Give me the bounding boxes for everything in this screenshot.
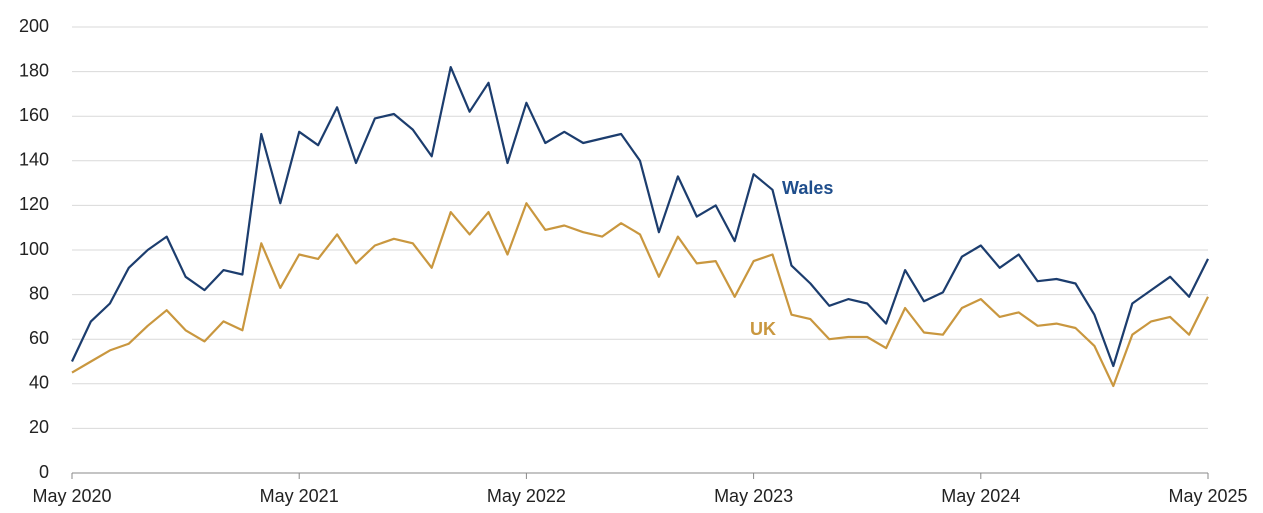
y-tick-label: 200 [19,16,49,36]
x-tick-label: May 2021 [260,486,339,506]
x-tick-label: May 2025 [1168,486,1247,506]
y-tick-label: 160 [19,105,49,125]
y-tick-label: 140 [19,150,49,170]
y-tick-label: 180 [19,60,49,80]
x-tick-label: May 2023 [714,486,793,506]
y-tick-label: 100 [19,239,49,259]
series-label: Wales [782,178,833,198]
x-tick-label: May 2020 [32,486,111,506]
y-tick-label: 20 [29,417,49,437]
y-tick-label: 40 [29,373,49,393]
y-tick-label: 80 [29,283,49,303]
y-tick-label: 0 [39,462,49,482]
y-tick-label: 120 [19,194,49,214]
y-tick-label: 60 [29,328,49,348]
series-label: UK [750,319,776,339]
x-tick-label: May 2022 [487,486,566,506]
line-series [71,202,1209,388]
line-series [71,66,1209,368]
x-tick-label: May 2024 [941,486,1020,506]
